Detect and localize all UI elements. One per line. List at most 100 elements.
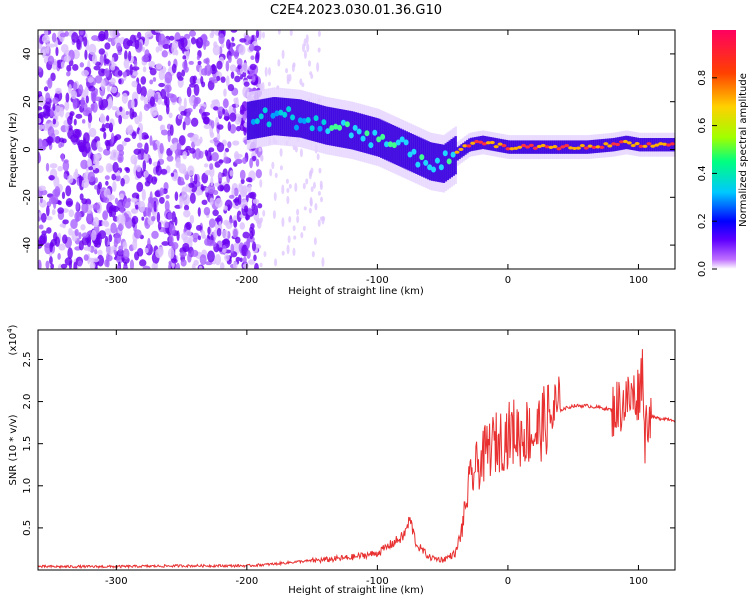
heatmap-cell: [320, 196, 324, 203]
heatmap-cell: [110, 36, 116, 47]
heatmap-cell: [286, 187, 290, 193]
heatmap-cell: [68, 83, 72, 94]
heatmap-cell: [182, 242, 190, 253]
heatmap-y-tick-label: -40: [22, 237, 33, 253]
heatmap-cell: [189, 192, 196, 204]
heatmap-cell: [446, 158, 452, 165]
heatmap-cell: [67, 174, 74, 184]
heatmap-cell: [376, 136, 382, 143]
heatmap-cell: [249, 157, 253, 169]
heatmap-cell: [57, 165, 63, 172]
heatmap-cell: [239, 257, 243, 263]
heatmap-cell: [182, 168, 187, 176]
heatmap-cell: [138, 129, 143, 141]
heatmap-cell: [222, 108, 226, 115]
heatmap-cell: [267, 81, 271, 87]
heatmap-cell: [64, 257, 73, 266]
heatmap-cell: [293, 98, 297, 138]
heatmap-cell: [285, 178, 289, 184]
heatmap-cell: [188, 147, 196, 154]
heatmap-cell: [83, 254, 89, 261]
heatmap-cell: [618, 136, 622, 151]
snr-x-tick-label: -200: [236, 576, 259, 587]
heatmap-cell: [110, 77, 116, 85]
heatmap-cell: [288, 183, 292, 189]
heatmap-cell: [296, 208, 300, 216]
heatmap-cell: [281, 217, 285, 228]
heatmap-cell: [183, 204, 190, 211]
heatmap-cell: [80, 224, 86, 231]
heatmap-cell: [320, 216, 324, 221]
heatmap-cell: [438, 164, 444, 171]
heatmap-cell: [52, 97, 59, 104]
heatmap-cell: [180, 259, 187, 267]
heatmap-y-label: Frequency (Hz): [8, 112, 19, 188]
heatmap-cell: [117, 223, 124, 231]
heatmap-cell: [481, 135, 485, 150]
heatmap-cell: [174, 216, 178, 226]
heatmap-cell: [38, 95, 46, 106]
heatmap-cell: [91, 229, 97, 241]
heatmap-cell: [239, 222, 246, 230]
heatmap-cell: [46, 42, 50, 55]
heatmap-cell: [214, 253, 222, 266]
heatmap-cell: [58, 142, 63, 149]
heatmap-cell: [179, 115, 183, 120]
heatmap-cell: [211, 99, 219, 105]
heatmap-cell: [454, 136, 457, 175]
heatmap-cell: [57, 207, 65, 214]
heatmap-cell: [327, 106, 330, 146]
heatmap-cell: [178, 96, 182, 106]
heatmap-cell: [286, 195, 290, 205]
heatmap-cell: [210, 176, 214, 186]
heatmap-cell: [57, 253, 61, 260]
heatmap-cell: [54, 186, 61, 198]
heatmap-cell: [65, 123, 69, 134]
heatmap-cell: [55, 46, 59, 57]
heatmap-cell: [76, 137, 80, 146]
heatmap-cell: [399, 136, 405, 143]
heatmap-cell: [213, 106, 219, 111]
heatmap-cell: [63, 55, 72, 63]
heatmap-cell: [83, 36, 88, 47]
snr-x-tick-label: -300: [105, 576, 128, 587]
heatmap-cell: [38, 118, 42, 124]
heatmap-cell: [281, 184, 285, 195]
heatmap-cell: [650, 138, 653, 152]
heatmap-cell: [434, 157, 440, 164]
heatmap-cell: [520, 140, 524, 154]
heatmap-cell: [47, 126, 55, 137]
heatmap-cell: [48, 175, 55, 181]
heatmap-cell: [522, 140, 526, 154]
heatmap-cell: [193, 138, 202, 147]
heatmap-cell: [179, 197, 183, 209]
heatmap-cell: [120, 177, 125, 187]
heatmap-cell: [117, 51, 122, 56]
heatmap-cell: [147, 207, 152, 218]
snr-y-multiplier: (x104): [6, 324, 19, 355]
heatmap-cell: [80, 159, 89, 170]
heatmap-cell: [151, 176, 158, 185]
heatmap-cell: [183, 65, 189, 73]
heatmap-cell: [230, 243, 235, 254]
heatmap-cell: [63, 173, 68, 180]
heatmap-cell: [160, 124, 166, 131]
heatmap-cell: [229, 170, 234, 177]
heatmap-cell: [180, 110, 187, 116]
heatmap-cell: [342, 109, 346, 148]
heatmap-cell: [87, 157, 92, 167]
heatmap-cell: [329, 125, 335, 132]
heatmap-cell: [206, 150, 212, 162]
heatmap-cell: [70, 90, 78, 100]
heatmap-cell: [43, 86, 49, 92]
heatmap-cell: [216, 60, 223, 70]
heatmap-cell: [162, 38, 171, 45]
heatmap-cell: [129, 64, 133, 76]
heatmap-cell: [211, 63, 216, 72]
heatmap-cell: [61, 153, 65, 162]
heatmap-cell: [158, 196, 165, 204]
heatmap-x-ticks: -300 -200 -100 0 100: [105, 30, 648, 286]
heatmap-cell: [427, 164, 433, 171]
heatmap-cell: [152, 142, 158, 151]
heatmap-cell: [142, 265, 151, 269]
